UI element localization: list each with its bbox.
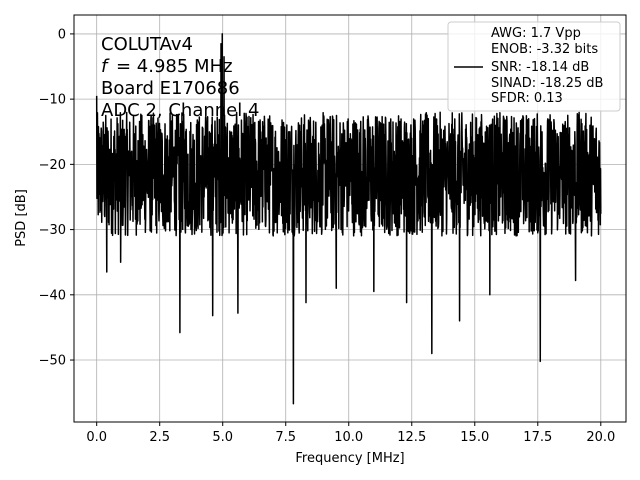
y-tick-label: −10 [39, 93, 66, 108]
x-tick-label: 15.0 [460, 430, 489, 445]
y-tick-label: −40 [39, 288, 66, 303]
x-tick-label: 2.5 [149, 430, 170, 445]
legend-line-sinad: SINAD: -18.25 dB [491, 76, 603, 91]
series-layer [95, 33, 602, 405]
x-tick-label: 12.5 [397, 430, 426, 445]
annotation-line-2: = 4.985 MHz [116, 56, 233, 77]
psd-series-line [95, 33, 602, 405]
x-tick-label: 7.5 [275, 430, 296, 445]
y-tick-label: −50 [39, 354, 66, 369]
y-tick-label: −30 [39, 223, 66, 238]
plot-frame [73, 14, 627, 423]
legend-line-snr: SNR: -18.14 dB [491, 60, 589, 75]
annotation-line-4: ADC 2, Channel 4 [101, 100, 259, 121]
y-tick-label: −20 [39, 158, 66, 173]
x-tick-label: 17.5 [523, 430, 552, 445]
x-tick-label: 20.0 [586, 430, 615, 445]
legend-line-enob: ENOB: -3.32 bits [491, 42, 598, 57]
annotation-line-1: COLUTAv4 [101, 34, 193, 55]
annotation-line-3: Board E170686 [101, 78, 240, 99]
x-tick-label: 5.0 [212, 430, 233, 445]
legend-line-sfdr: SFDR: 0.13 [491, 91, 563, 106]
annotation-text: COLUTAv4 f = 4.985 MHz Board E170686 ADC… [101, 34, 259, 121]
legend-box [447, 21, 621, 112]
y-tick-label: 0 [58, 27, 66, 42]
x-tick-label: 0.0 [86, 430, 107, 445]
x-tick-label: 10.0 [334, 430, 363, 445]
legend-line-awg: AWG: 1.7 Vpp [491, 26, 581, 41]
frequency-symbol: f [101, 56, 110, 77]
legend: AWG: 1.7 Vpp ENOB: -3.32 bits SNR: -18.1… [447, 21, 621, 112]
x-axis-label: Frequency [MHz] [295, 451, 404, 466]
x-axis-ticks: 0.0 2.5 5.0 7.5 10.0 12.5 15.0 17.5 20.0 [86, 422, 615, 445]
y-axis-label: PSD [dB] [14, 189, 29, 247]
y-axis-ticks: 0 −10 −20 −30 −40 −50 [39, 27, 74, 369]
